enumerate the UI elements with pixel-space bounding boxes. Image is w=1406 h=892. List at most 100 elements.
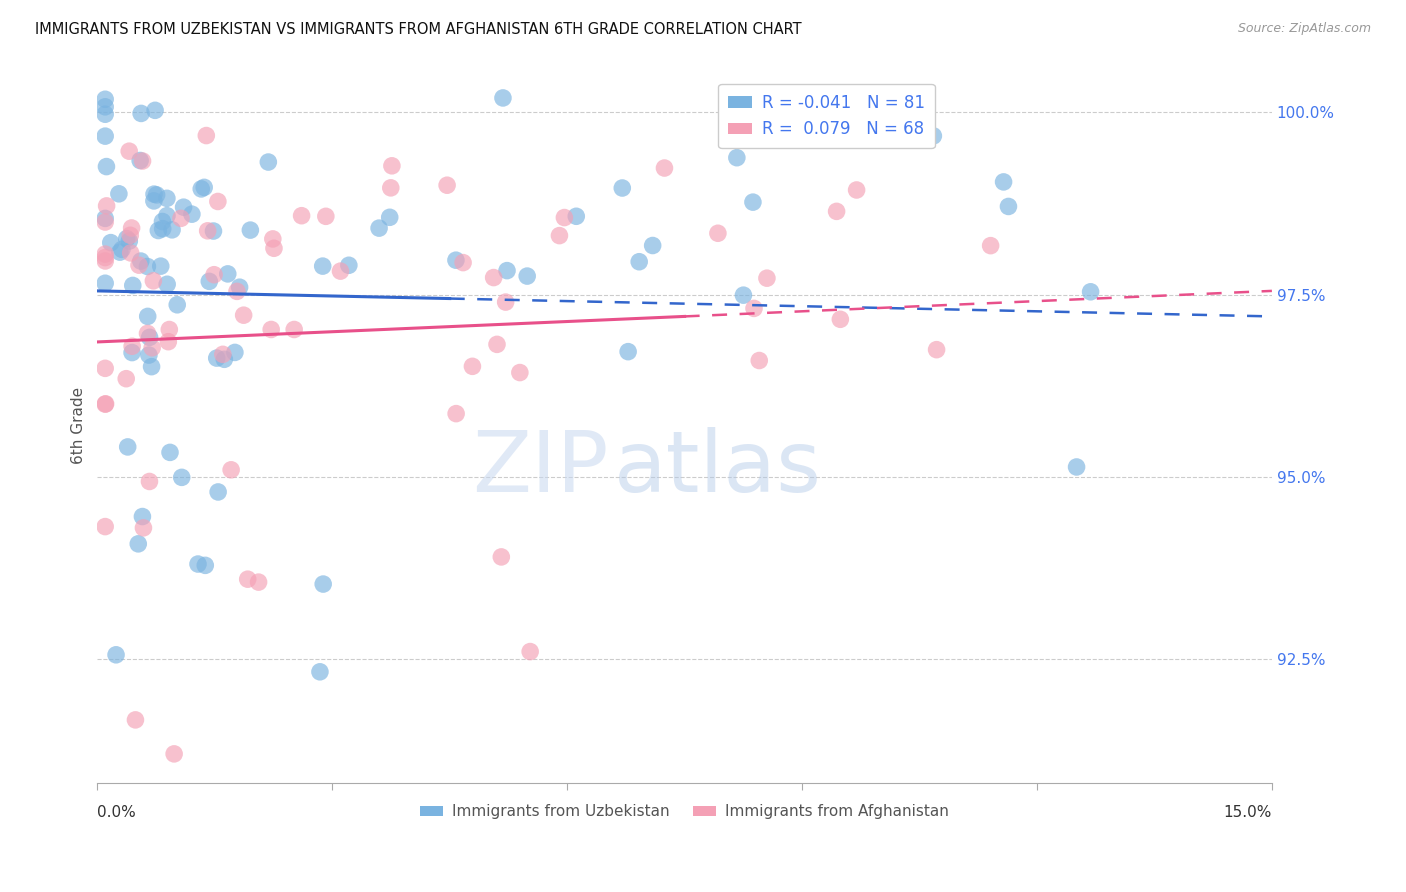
Point bbox=[149, 259, 172, 273]
Point bbox=[145, 187, 167, 202]
Text: 15.0%: 15.0% bbox=[1223, 805, 1272, 820]
Point bbox=[166, 298, 188, 312]
Point bbox=[117, 440, 139, 454]
Point bbox=[195, 128, 218, 143]
Point bbox=[496, 263, 519, 277]
Point bbox=[748, 353, 770, 368]
Point bbox=[378, 211, 401, 225]
Point bbox=[845, 183, 868, 197]
Point bbox=[519, 644, 541, 658]
Point bbox=[142, 274, 165, 288]
Point bbox=[111, 243, 134, 257]
Point bbox=[337, 258, 360, 272]
Point bbox=[980, 238, 1002, 252]
Point bbox=[96, 199, 118, 213]
Point bbox=[548, 228, 571, 243]
Point bbox=[152, 221, 174, 235]
Point bbox=[127, 537, 149, 551]
Point bbox=[492, 91, 515, 105]
Point bbox=[94, 277, 117, 291]
Point bbox=[312, 259, 335, 273]
Point bbox=[742, 195, 765, 210]
Point bbox=[94, 211, 117, 226]
Point bbox=[202, 268, 225, 282]
Point bbox=[190, 182, 212, 196]
Point bbox=[368, 221, 391, 235]
Point bbox=[170, 470, 193, 484]
Point bbox=[825, 204, 848, 219]
Point bbox=[205, 351, 228, 365]
Point bbox=[226, 285, 249, 299]
Point bbox=[131, 154, 153, 169]
Point bbox=[733, 288, 755, 302]
Text: IMMIGRANTS FROM UZBEKISTAN VS IMMIGRANTS FROM AFGHANISTAN 6TH GRADE CORRELATION : IMMIGRANTS FROM UZBEKISTAN VS IMMIGRANTS… bbox=[35, 22, 801, 37]
Point bbox=[136, 310, 159, 324]
Point bbox=[121, 278, 143, 293]
Point bbox=[654, 161, 676, 175]
Point bbox=[94, 129, 117, 144]
Point bbox=[725, 151, 748, 165]
Y-axis label: 6th Grade: 6th Grade bbox=[72, 387, 86, 465]
Point bbox=[136, 326, 159, 341]
Point bbox=[239, 223, 262, 237]
Point bbox=[100, 235, 122, 250]
Point bbox=[925, 343, 948, 357]
Point bbox=[128, 258, 150, 272]
Point bbox=[94, 519, 117, 533]
Point bbox=[118, 234, 141, 248]
Point bbox=[207, 194, 229, 209]
Point bbox=[94, 251, 117, 265]
Point bbox=[148, 223, 170, 237]
Point bbox=[120, 228, 142, 243]
Point bbox=[485, 337, 508, 351]
Point bbox=[236, 572, 259, 586]
Point bbox=[141, 341, 163, 355]
Point bbox=[141, 359, 163, 374]
Point bbox=[136, 260, 159, 274]
Point bbox=[120, 246, 142, 260]
Point bbox=[260, 322, 283, 336]
Point bbox=[94, 361, 117, 376]
Point bbox=[565, 209, 588, 223]
Point bbox=[997, 199, 1019, 213]
Point bbox=[1080, 285, 1102, 299]
Point bbox=[312, 577, 335, 591]
Point bbox=[132, 521, 155, 535]
Point bbox=[444, 253, 467, 268]
Point bbox=[628, 254, 651, 268]
Point bbox=[124, 713, 146, 727]
Point bbox=[143, 187, 166, 202]
Point bbox=[173, 200, 195, 214]
Point bbox=[121, 339, 143, 353]
Point bbox=[157, 322, 180, 336]
Point bbox=[207, 485, 229, 500]
Point bbox=[105, 648, 128, 662]
Point bbox=[436, 178, 458, 193]
Point bbox=[118, 144, 141, 158]
Point bbox=[198, 274, 221, 288]
Point bbox=[830, 312, 852, 326]
Point bbox=[482, 270, 505, 285]
Point bbox=[142, 194, 165, 208]
Point bbox=[612, 181, 634, 195]
Point bbox=[1066, 460, 1088, 475]
Point bbox=[152, 214, 174, 228]
Point bbox=[257, 155, 280, 169]
Point bbox=[170, 211, 193, 226]
Point bbox=[94, 397, 117, 411]
Point bbox=[94, 397, 117, 411]
Point bbox=[755, 271, 778, 285]
Point bbox=[315, 210, 337, 224]
Point bbox=[283, 322, 305, 336]
Point bbox=[444, 407, 467, 421]
Point bbox=[262, 232, 284, 246]
Point bbox=[156, 277, 179, 292]
Point bbox=[922, 128, 945, 143]
Point bbox=[94, 247, 117, 261]
Point bbox=[138, 475, 160, 489]
Point bbox=[129, 254, 152, 268]
Point bbox=[94, 215, 117, 229]
Point bbox=[380, 181, 402, 195]
Point bbox=[228, 280, 250, 294]
Point bbox=[115, 231, 138, 245]
